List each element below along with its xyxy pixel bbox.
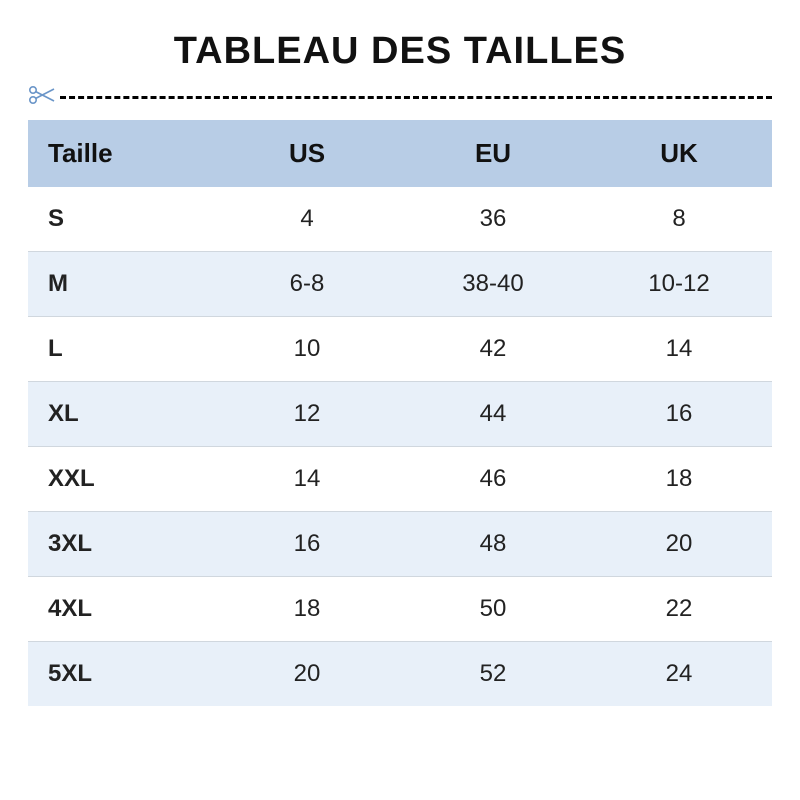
col-header-eu: EU — [400, 120, 586, 187]
table-row: XL124416 — [28, 382, 772, 447]
cell-us: 14 — [214, 447, 400, 512]
dashed-line — [60, 96, 772, 99]
table-row: 4XL185022 — [28, 577, 772, 642]
cell-uk: 10-12 — [586, 252, 772, 317]
cell-size: XXL — [28, 447, 214, 512]
table-header-row: TailleUSEUUK — [28, 120, 772, 187]
scissors-icon — [28, 85, 56, 110]
cell-uk: 18 — [586, 447, 772, 512]
table-row: L104214 — [28, 317, 772, 382]
cell-eu: 42 — [400, 317, 586, 382]
table-row: M6-838-4010-12 — [28, 252, 772, 317]
cell-us: 10 — [214, 317, 400, 382]
page-title: TABLEAU DES TAILLES — [28, 30, 772, 73]
size-table: TailleUSEUUK S4368M6-838-4010-12L104214X… — [28, 120, 772, 706]
cell-size: XL — [28, 382, 214, 447]
cell-size: S — [28, 187, 214, 252]
cell-uk: 16 — [586, 382, 772, 447]
table-row: 3XL164820 — [28, 512, 772, 577]
cell-size: L — [28, 317, 214, 382]
cell-eu: 48 — [400, 512, 586, 577]
cell-uk: 22 — [586, 577, 772, 642]
table-row: 5XL205224 — [28, 642, 772, 707]
cell-size: 5XL — [28, 642, 214, 707]
scissor-divider — [28, 85, 772, 110]
cell-eu: 44 — [400, 382, 586, 447]
cell-eu: 36 — [400, 187, 586, 252]
cell-size: M — [28, 252, 214, 317]
table-row: S4368 — [28, 187, 772, 252]
cell-uk: 14 — [586, 317, 772, 382]
cell-size: 3XL — [28, 512, 214, 577]
cell-eu: 46 — [400, 447, 586, 512]
table-row: XXL144618 — [28, 447, 772, 512]
cell-us: 16 — [214, 512, 400, 577]
cell-uk: 20 — [586, 512, 772, 577]
cell-eu: 38-40 — [400, 252, 586, 317]
cell-uk: 24 — [586, 642, 772, 707]
cell-uk: 8 — [586, 187, 772, 252]
col-header-uk: UK — [586, 120, 772, 187]
cell-us: 6-8 — [214, 252, 400, 317]
cell-eu: 50 — [400, 577, 586, 642]
cell-us: 18 — [214, 577, 400, 642]
cell-us: 4 — [214, 187, 400, 252]
cell-size: 4XL — [28, 577, 214, 642]
cell-us: 12 — [214, 382, 400, 447]
cell-us: 20 — [214, 642, 400, 707]
col-header-us: US — [214, 120, 400, 187]
cell-eu: 52 — [400, 642, 586, 707]
col-header-size: Taille — [28, 120, 214, 187]
